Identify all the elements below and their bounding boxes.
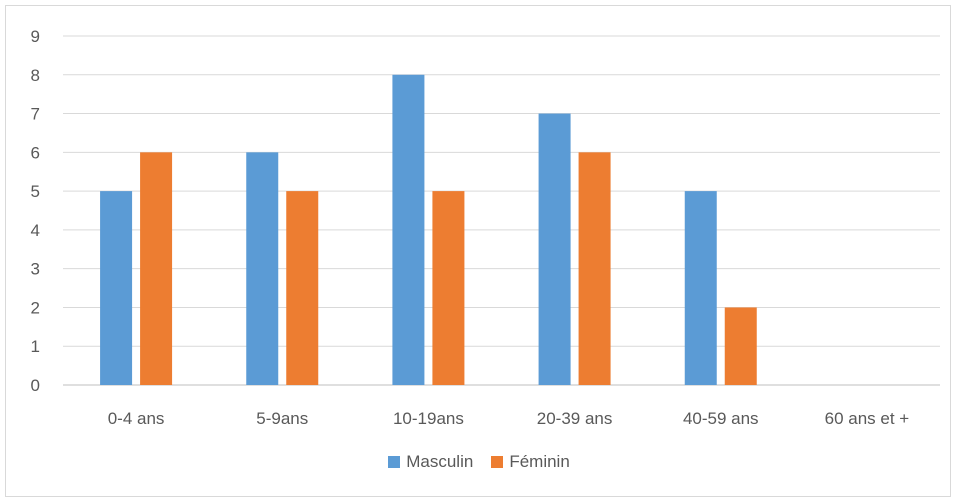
y-tick-label: 2 [31,298,40,317]
bar-masculin [100,191,133,385]
bar-feminin [724,307,757,385]
x-tick-label: 20-39 ans [537,409,613,428]
y-tick-label: 4 [31,221,40,240]
bar-masculin [246,152,279,385]
x-tick-label: 5-9ans [256,409,308,428]
y-tick-label: 6 [31,143,40,162]
legend-swatch-feminin [491,456,504,468]
bar-feminin [578,152,611,385]
x-tick-label: 40-59 ans [683,409,759,428]
y-tick-label: 9 [31,27,40,46]
y-tick-label: 3 [31,260,40,279]
bar-feminin [140,152,173,385]
y-tick-label: 7 [31,105,40,124]
bar-masculin [392,74,425,386]
legend-label-feminin: Féminin [509,452,570,471]
legend-item-masculin: Masculin [388,452,473,472]
y-tick-label: 5 [31,182,40,201]
bar-feminin [286,191,319,385]
x-tick-label: 60 ans et + [825,409,910,428]
y-tick-label: 8 [31,66,40,85]
x-tick-label: 0-4 ans [108,409,165,428]
x-tick-label: 10-19ans [393,409,464,428]
bar-masculin [538,113,571,386]
y-tick-label: 0 [31,376,40,395]
legend-swatch-masculin [388,456,401,468]
legend-label-masculin: Masculin [406,452,474,471]
bar-masculin [684,191,717,385]
bar-feminin [432,191,465,385]
legend-item-feminin: Féminin [491,452,570,472]
legend: Masculin Féminin [0,452,958,472]
y-tick-label: 1 [31,337,40,356]
